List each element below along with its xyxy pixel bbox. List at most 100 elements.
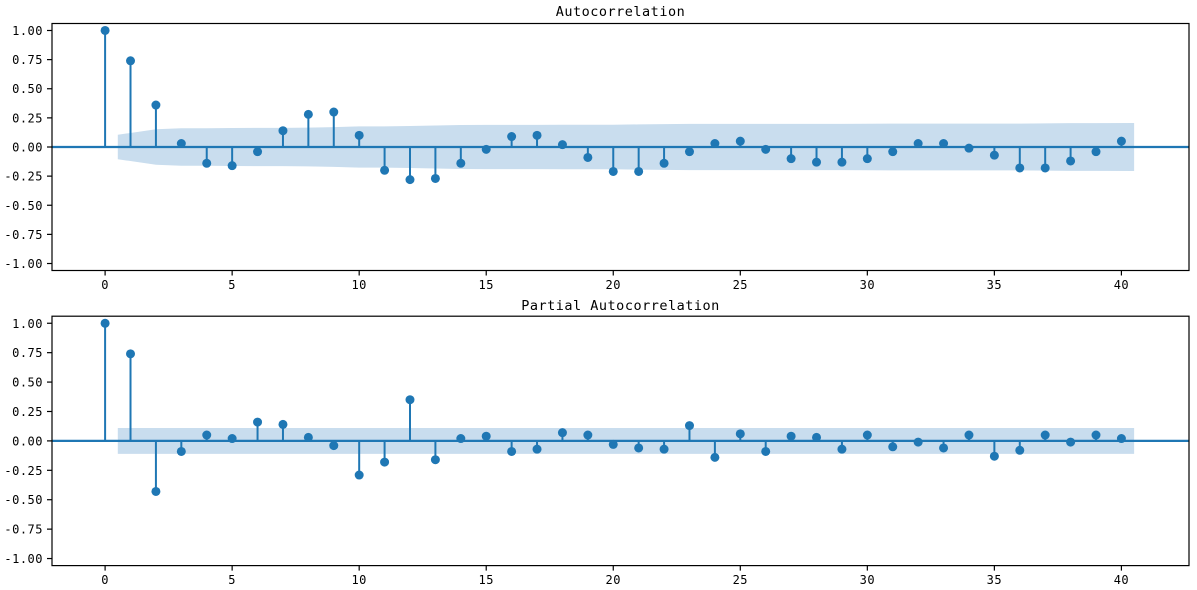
stem-marker <box>557 140 567 150</box>
stem-marker <box>710 139 720 149</box>
stem-marker <box>964 430 974 440</box>
stem-marker <box>989 150 999 160</box>
x-tick-label: 10 <box>351 278 366 292</box>
x-tick-label: 0 <box>101 278 109 292</box>
stem-marker <box>202 158 212 168</box>
y-tick-label: 1.00 <box>12 24 43 38</box>
x-tick-label: 35 <box>987 573 1002 587</box>
stem-marker <box>202 430 212 440</box>
y-tick-label: 0.25 <box>12 111 43 125</box>
stem-marker <box>1116 434 1126 444</box>
plot-title: Partial Autocorrelation <box>521 298 719 314</box>
y-tick-label: 0.75 <box>12 53 43 67</box>
x-tick-label: 30 <box>860 278 875 292</box>
stem-marker <box>278 126 288 136</box>
stem-marker <box>227 434 237 444</box>
y-tick-label: -1.00 <box>4 257 43 271</box>
stem-marker <box>913 437 923 447</box>
stem-marker <box>786 154 796 164</box>
stem-marker <box>481 431 491 441</box>
stem-marker <box>227 161 237 171</box>
stem-marker <box>100 25 110 35</box>
stem-marker <box>176 446 186 456</box>
stem-marker <box>837 444 847 454</box>
stem-marker <box>710 452 720 462</box>
acf-subplot: 1.00 0.75 0.50 0.25 0.00 -0.25 -0.50 -0.75 -1.00… <box>4 4 1190 292</box>
stem-marker <box>253 147 263 157</box>
stem-marker <box>761 446 771 456</box>
stem-marker <box>1066 437 1076 447</box>
y-tick-label: 0.50 <box>12 82 43 96</box>
stem-marker <box>532 444 542 454</box>
y-tick-label: -0.50 <box>4 493 43 507</box>
stem-marker <box>659 158 669 168</box>
stem-marker <box>126 56 136 66</box>
stem-marker <box>126 349 136 359</box>
y-tick-label: 0.75 <box>12 346 43 360</box>
pacf-subplot: 1.00 0.75 0.50 0.25 0.00 -0.25 -0.50 -0.75 -1.00… <box>4 298 1190 587</box>
stem-marker <box>735 429 745 439</box>
y-tick-label: 0.25 <box>12 405 43 419</box>
stem-marker <box>1091 147 1101 157</box>
stem-marker <box>354 470 364 480</box>
y-tick-label: -0.25 <box>4 464 43 478</box>
x-tick-label: 15 <box>478 573 493 587</box>
stem-marker <box>380 165 390 175</box>
stem-marker <box>151 100 161 110</box>
stem-marker <box>583 152 593 162</box>
x-tick-label: 35 <box>987 278 1002 292</box>
stem-marker <box>812 157 822 167</box>
stem-marker <box>684 421 694 431</box>
stem-marker <box>100 318 110 328</box>
stem-marker <box>557 428 567 438</box>
stem-marker <box>634 166 644 176</box>
x-tick-label: 5 <box>228 278 236 292</box>
stem-marker <box>1116 136 1126 146</box>
x-tick-label: 0 <box>101 573 109 587</box>
stem-marker <box>608 166 618 176</box>
stem-marker <box>608 439 618 449</box>
stem-marker <box>1066 156 1076 166</box>
stem-marker <box>634 443 644 453</box>
x-tick-label: 30 <box>860 573 875 587</box>
x-tick-label: 25 <box>733 278 748 292</box>
stem-marker <box>888 147 898 157</box>
y-tick-label: 1.00 <box>12 317 43 331</box>
stem-marker <box>507 446 517 456</box>
stem-marker <box>1015 163 1025 173</box>
stem-marker <box>888 442 898 452</box>
stem-marker <box>253 417 263 427</box>
y-tick-label: -1.00 <box>4 552 43 566</box>
stem-marker <box>1040 430 1050 440</box>
stem-marker <box>303 109 313 119</box>
stem-marker <box>862 154 872 164</box>
stem-marker <box>430 173 440 183</box>
x-tick-label: 40 <box>1114 573 1129 587</box>
stem-marker <box>862 430 872 440</box>
plot-title: Autocorrelation <box>556 4 685 20</box>
stem-marker <box>329 441 339 451</box>
x-tick-label: 20 <box>606 278 621 292</box>
stem-marker <box>303 432 313 442</box>
stem-marker <box>405 175 415 185</box>
stem-marker <box>1091 430 1101 440</box>
stem-marker <box>405 395 415 405</box>
stem-marker <box>659 444 669 454</box>
stem-marker <box>278 419 288 429</box>
stem-marker <box>430 455 440 465</box>
stem-marker <box>812 432 822 442</box>
stem-marker <box>481 144 491 154</box>
y-tick-label: -0.25 <box>4 170 43 184</box>
stem-marker <box>761 144 771 154</box>
y-tick-label: -0.75 <box>4 523 43 537</box>
stem-marker <box>329 107 339 117</box>
y-tick-label: 0.50 <box>12 376 43 390</box>
stem-marker <box>151 486 161 496</box>
stem-marker <box>684 147 694 157</box>
y-tick-label: -0.50 <box>4 199 43 213</box>
stem-marker <box>964 143 974 153</box>
stem-marker <box>583 430 593 440</box>
stem-marker <box>380 457 390 467</box>
